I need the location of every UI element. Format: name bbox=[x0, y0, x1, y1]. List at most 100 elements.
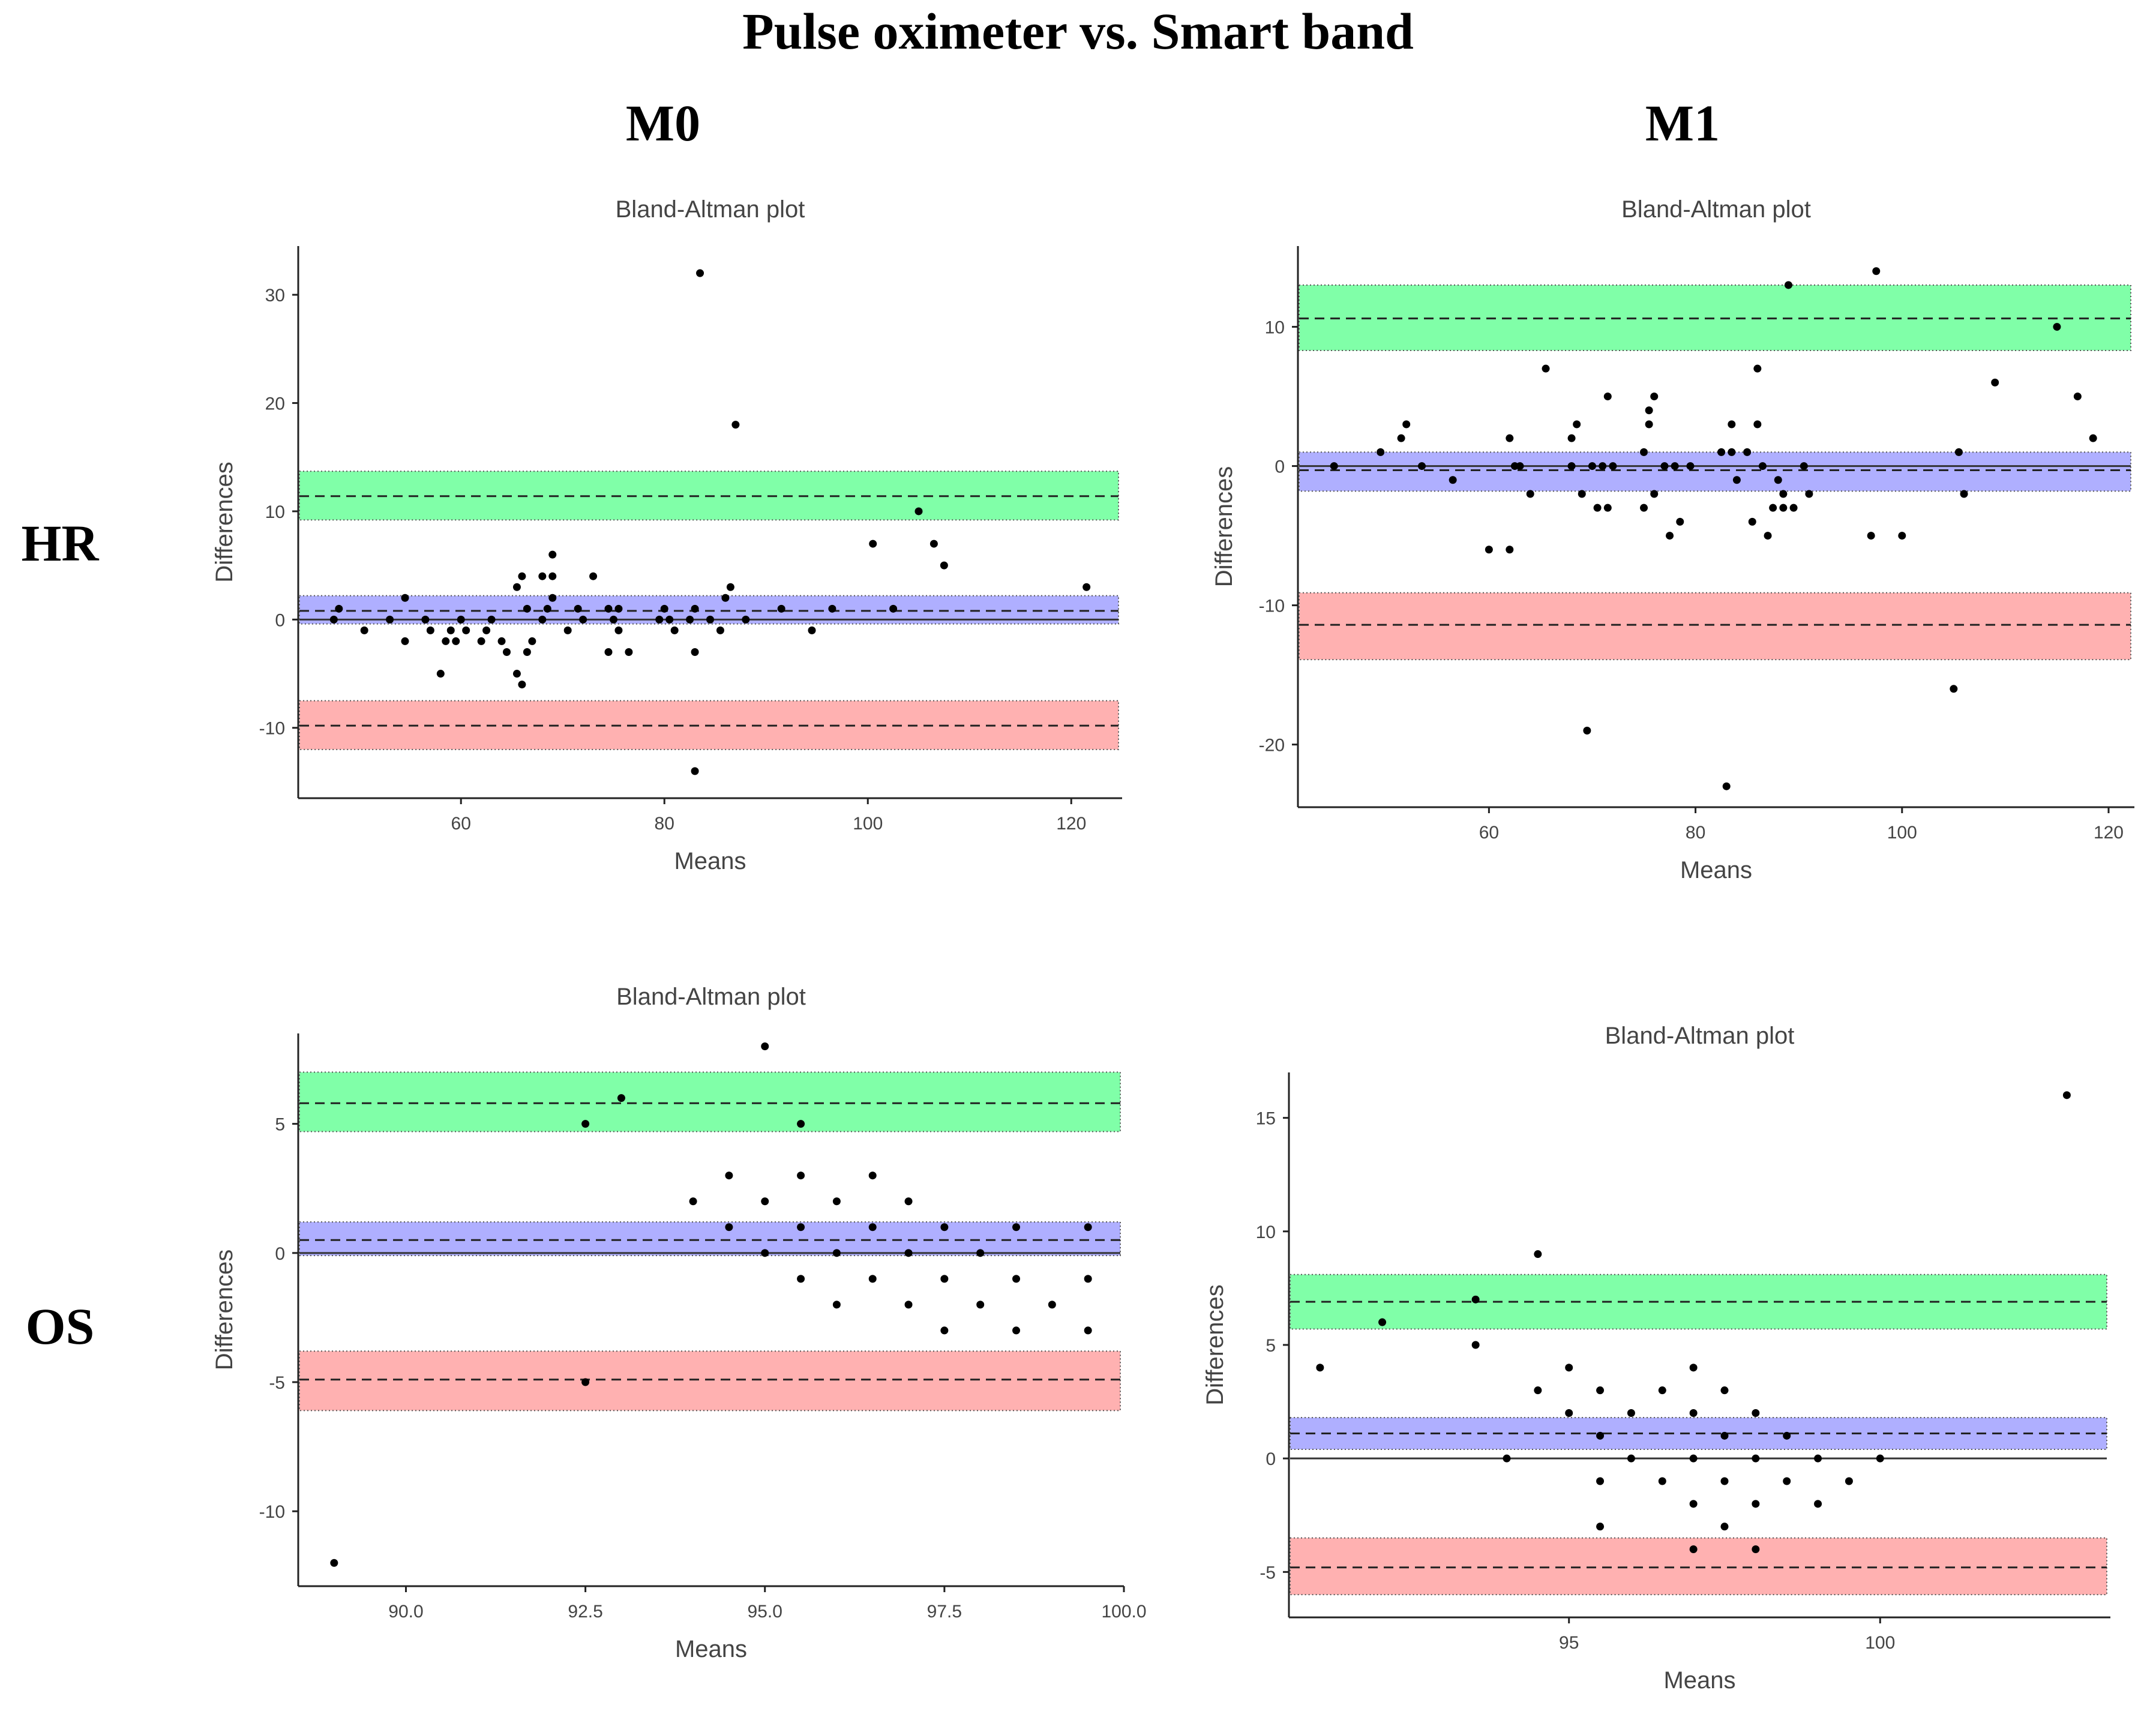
data-point bbox=[1666, 532, 1674, 540]
data-point bbox=[1084, 1326, 1092, 1335]
data-point bbox=[548, 572, 557, 580]
data-point bbox=[1867, 532, 1875, 540]
data-point bbox=[1084, 1275, 1092, 1283]
y-axis-label: Differences bbox=[211, 1249, 238, 1371]
data-point bbox=[1645, 406, 1653, 415]
y-tick-label: 30 bbox=[265, 286, 285, 305]
data-point bbox=[797, 1171, 805, 1180]
chart-title: Bland-Altman plot bbox=[616, 984, 806, 1010]
data-point bbox=[940, 1275, 949, 1283]
data-point bbox=[716, 626, 724, 634]
data-point bbox=[2062, 1091, 2071, 1099]
data-point bbox=[512, 583, 521, 591]
data-point bbox=[1565, 1409, 1573, 1417]
data-point bbox=[1542, 364, 1550, 373]
data-point bbox=[691, 648, 699, 656]
mean-diff-band bbox=[299, 1221, 1121, 1257]
data-point bbox=[401, 637, 409, 645]
row-label-hr: HR bbox=[21, 514, 99, 572]
y-tick-label: 15 bbox=[1256, 1109, 1276, 1129]
data-point bbox=[614, 604, 623, 613]
data-point bbox=[1728, 448, 1736, 456]
data-point bbox=[1752, 1545, 1760, 1553]
data-point bbox=[1506, 546, 1514, 554]
data-point bbox=[761, 1197, 769, 1206]
data-point bbox=[940, 561, 948, 570]
data-point bbox=[609, 615, 617, 624]
data-point bbox=[797, 1275, 805, 1283]
data-point bbox=[1012, 1275, 1021, 1283]
data-point bbox=[828, 604, 836, 613]
lower-loa-band bbox=[1290, 1537, 2107, 1596]
data-point bbox=[548, 550, 557, 559]
data-point bbox=[1752, 1454, 1760, 1463]
data-point bbox=[589, 572, 598, 580]
data-point bbox=[360, 626, 368, 634]
data-point bbox=[401, 594, 409, 602]
data-point bbox=[538, 615, 547, 624]
data-point bbox=[797, 1223, 805, 1231]
data-point bbox=[1418, 462, 1426, 471]
data-point bbox=[706, 615, 714, 624]
data-point bbox=[777, 604, 785, 613]
data-point bbox=[1316, 1364, 1324, 1372]
data-point bbox=[660, 604, 668, 613]
data-point bbox=[1845, 1477, 1853, 1485]
y-tick-label: 10 bbox=[1256, 1222, 1276, 1242]
data-point bbox=[1789, 504, 1798, 512]
data-point bbox=[528, 637, 536, 645]
data-point bbox=[1753, 420, 1762, 428]
data-point bbox=[1048, 1301, 1056, 1309]
x-tick-label: 100 bbox=[1865, 1633, 1895, 1653]
data-point bbox=[442, 637, 450, 645]
data-point bbox=[1743, 448, 1752, 456]
data-point bbox=[581, 1120, 590, 1128]
x-axis-label: Means bbox=[674, 848, 746, 874]
data-point bbox=[1503, 1454, 1511, 1463]
chart-hr-m0: 60 80 100 120 -10 0 10 20 30 Bland-Altman plot Mea… bbox=[211, 196, 1122, 874]
data-point bbox=[487, 615, 496, 624]
data-point bbox=[1084, 1223, 1092, 1231]
data-point bbox=[497, 637, 506, 645]
chart-hr-m1: 60 80 100 120 -20 -10 0 10 Bland-Altman plot Mean… bbox=[1211, 196, 2134, 883]
y-tick-label: 5 bbox=[1266, 1336, 1276, 1356]
data-point bbox=[426, 626, 434, 634]
data-point bbox=[976, 1301, 985, 1309]
data-point bbox=[523, 604, 531, 613]
y-tick-label: 0 bbox=[275, 1244, 285, 1264]
data-point bbox=[731, 421, 740, 429]
data-point bbox=[330, 1559, 338, 1567]
data-point bbox=[1689, 1500, 1698, 1508]
data-point bbox=[1516, 462, 1524, 471]
x-tick-label: 100 bbox=[1887, 823, 1917, 843]
chart-os-m0: 90.0 92.5 95.0 97.5 100.0 -10 -5 0 5 Bland-Altman… bbox=[211, 984, 1147, 1662]
data-point bbox=[1660, 462, 1669, 471]
x-tick-label: 95 bbox=[1559, 1633, 1579, 1653]
data-point bbox=[1578, 490, 1586, 498]
data-point bbox=[1758, 462, 1767, 471]
data-point bbox=[482, 626, 491, 634]
data-point bbox=[1800, 462, 1808, 471]
data-point bbox=[1485, 546, 1493, 554]
upper-loa-band bbox=[299, 1071, 1121, 1132]
x-axis-label: Means bbox=[1680, 857, 1752, 883]
data-point bbox=[1774, 476, 1782, 484]
data-point bbox=[832, 1249, 841, 1257]
data-point bbox=[1954, 448, 1963, 456]
data-point bbox=[335, 604, 343, 613]
data-point bbox=[940, 1326, 949, 1335]
data-point bbox=[1991, 378, 1999, 386]
data-point bbox=[1378, 1318, 1387, 1326]
data-point bbox=[1534, 1386, 1542, 1395]
data-point bbox=[1471, 1295, 1480, 1304]
data-point bbox=[543, 604, 551, 613]
data-point bbox=[832, 1301, 841, 1309]
data-point bbox=[1689, 1409, 1698, 1417]
data-point bbox=[1526, 490, 1534, 498]
data-point bbox=[1397, 434, 1405, 442]
x-tick-label: 95.0 bbox=[748, 1602, 782, 1622]
data-point bbox=[808, 626, 816, 634]
data-point bbox=[797, 1120, 805, 1128]
data-point bbox=[868, 1275, 877, 1283]
data-point bbox=[1779, 490, 1788, 498]
